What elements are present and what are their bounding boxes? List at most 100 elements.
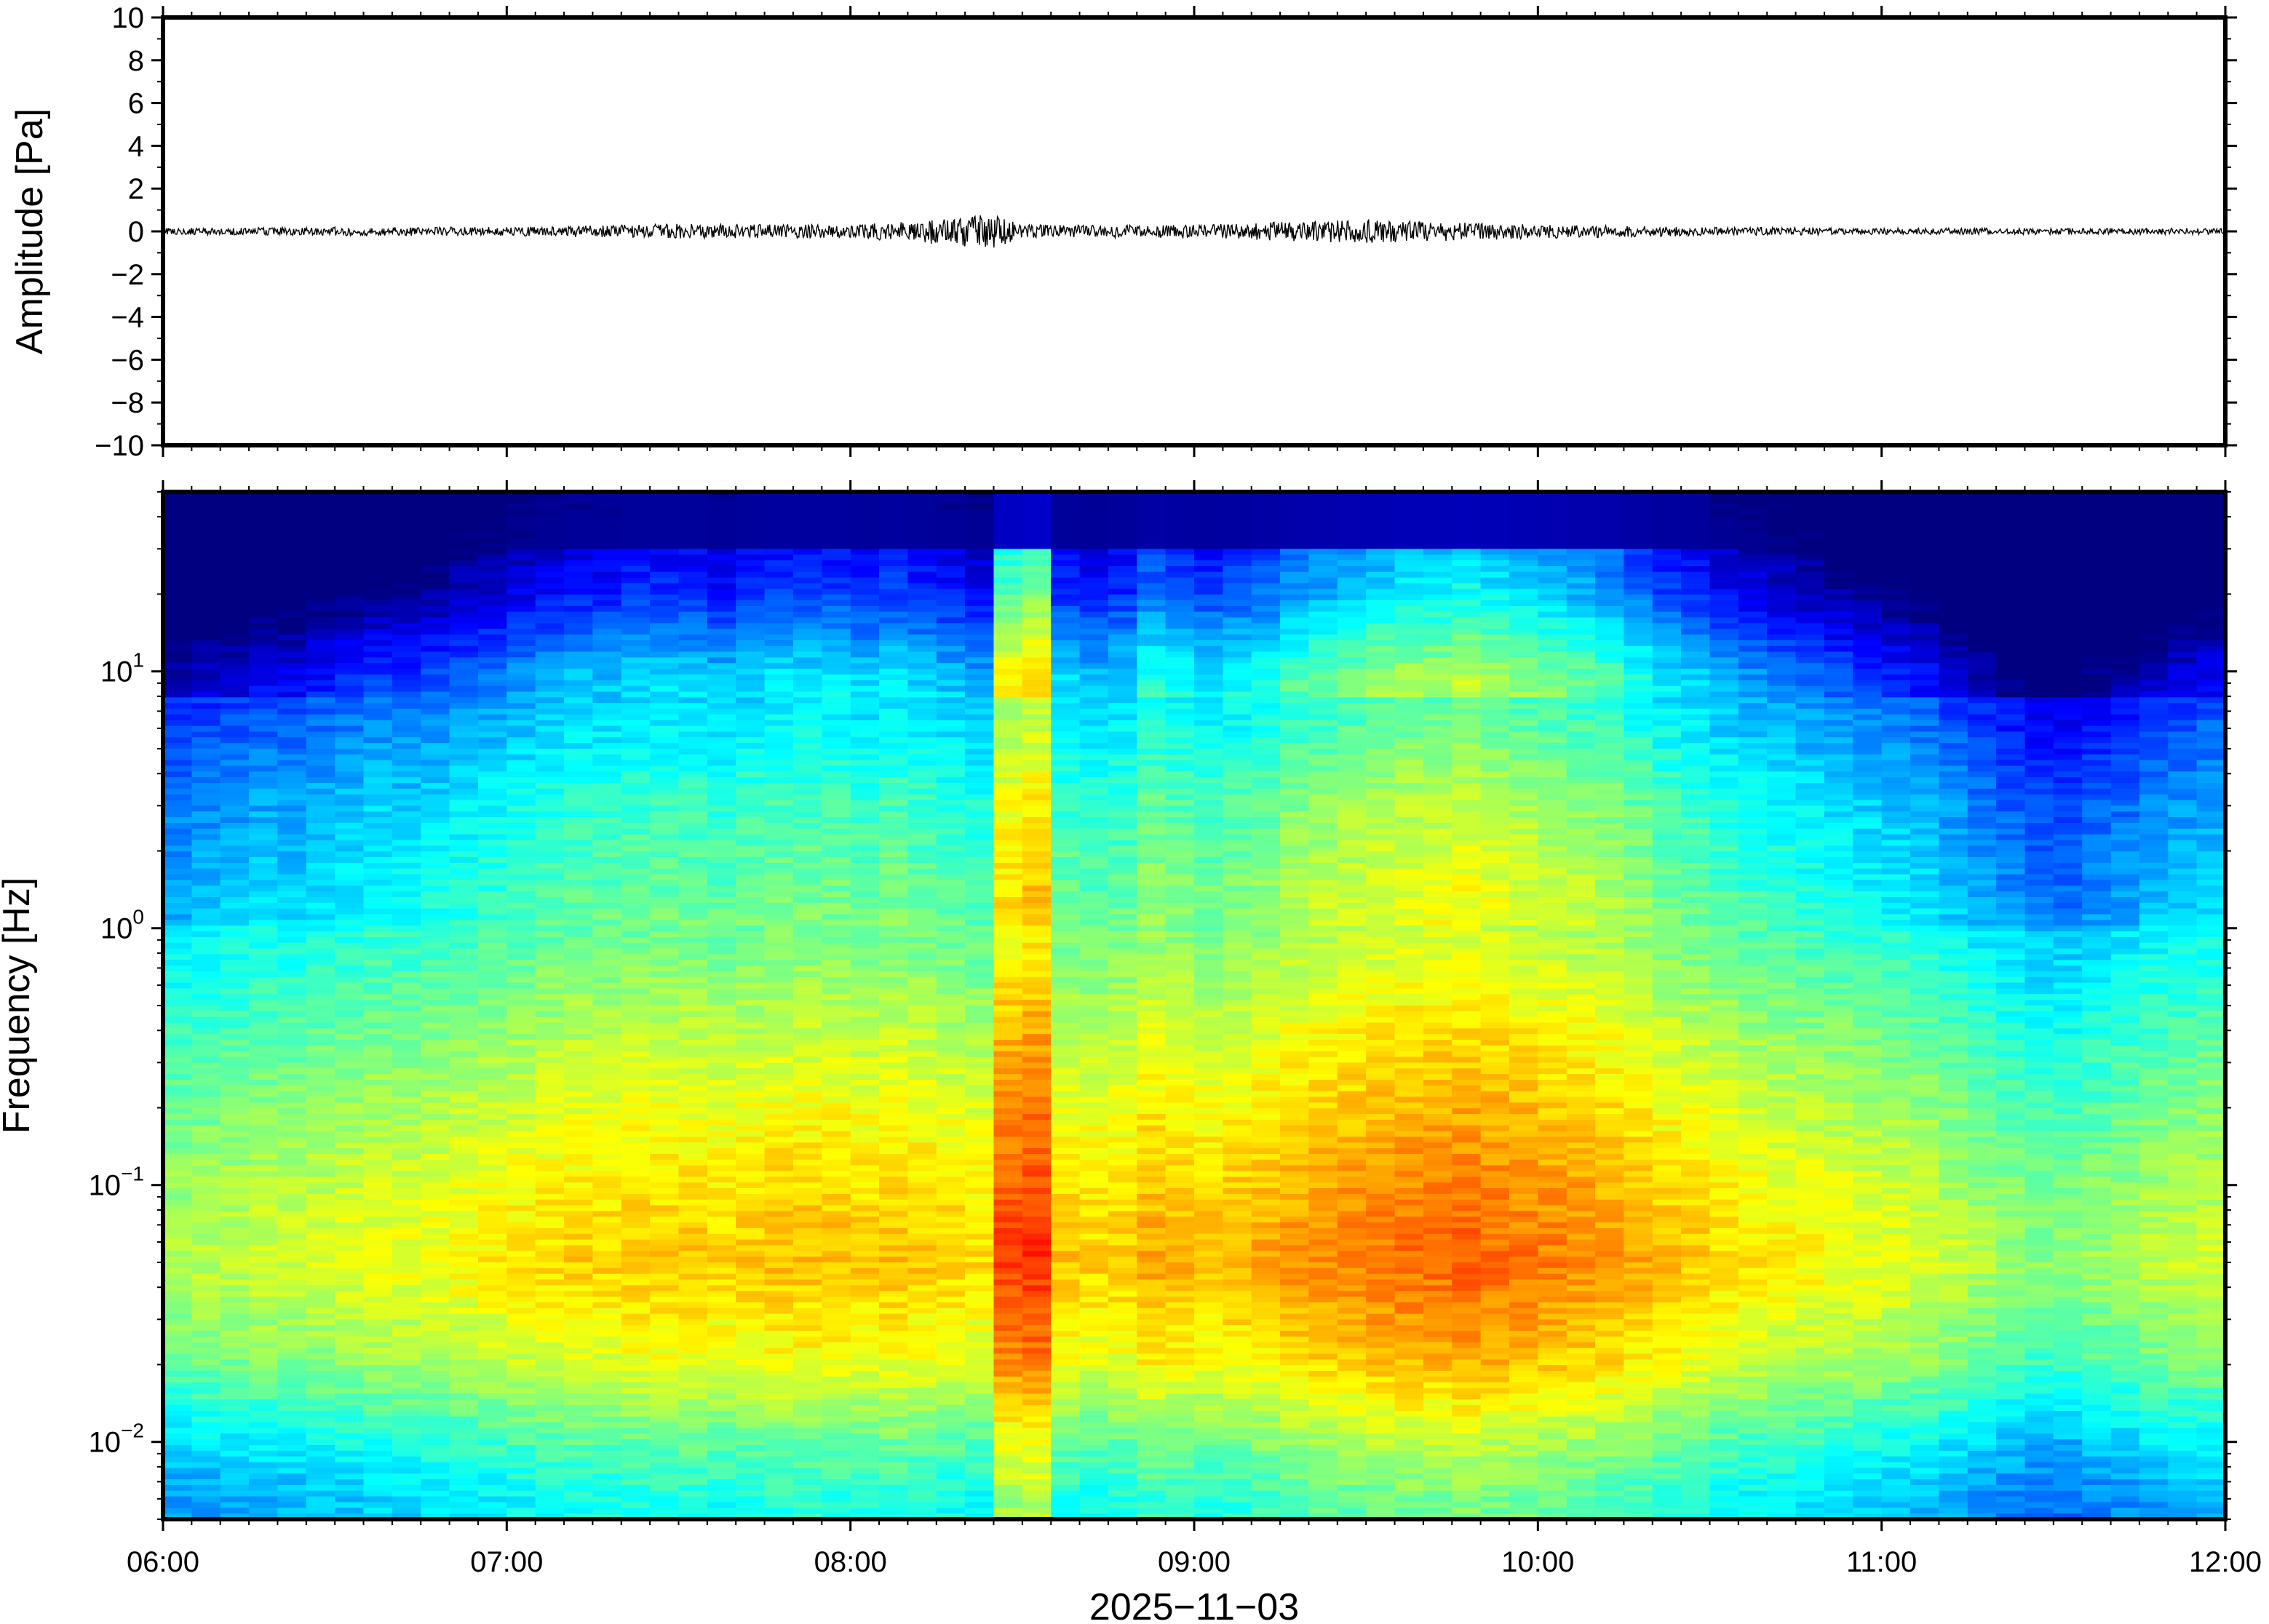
spectrogram-cell <box>220 1217 250 1223</box>
spectrogram-cell <box>879 645 909 653</box>
spectrogram-cell <box>449 623 479 629</box>
spectrogram-cell <box>363 737 393 744</box>
spectrogram-cell <box>678 1479 708 1486</box>
spectrogram-cell <box>449 691 479 698</box>
spectrogram-cell <box>678 1484 708 1492</box>
spectrogram-cell <box>535 749 565 755</box>
spectrogram-cell <box>220 1337 250 1343</box>
spectrogram-cell <box>421 749 450 755</box>
spectrogram-cell <box>363 1508 393 1514</box>
spectrogram-cell <box>764 971 794 978</box>
spectrogram-cell <box>535 1319 565 1326</box>
spectrogram-cell <box>363 874 393 881</box>
spectrogram-cell <box>363 800 393 807</box>
spectrogram-cell <box>163 1502 193 1509</box>
spectrogram-cell <box>163 1245 193 1252</box>
spectrogram-cell <box>879 1114 909 1121</box>
spectrogram-cell <box>822 960 851 966</box>
spectrogram-cell <box>850 777 880 784</box>
spectrogram-cell <box>163 617 193 624</box>
spectrogram-cell <box>220 1297 250 1303</box>
spectrogram-cell <box>764 1365 794 1372</box>
spectrogram-cell <box>449 1302 479 1309</box>
spectrogram-cell <box>249 1211 279 1217</box>
spectrogram-cell <box>822 583 851 590</box>
spectrogram-cell <box>249 823 279 829</box>
spectrogram-cell <box>163 1365 193 1372</box>
spectrogram-cell <box>592 1068 622 1075</box>
spectrogram-cell <box>707 1428 737 1435</box>
spectrogram-cell <box>564 1416 594 1423</box>
spectrogram-cell <box>421 823 450 829</box>
spectrogram-cell <box>392 1193 422 1201</box>
spectrogram-cell <box>707 685 737 693</box>
spectrogram-cell <box>822 1348 851 1355</box>
spectrogram-cell <box>678 1034 708 1040</box>
spectrogram-cell <box>392 685 422 693</box>
spectrogram-cell <box>650 1353 680 1361</box>
spectrogram-cell <box>335 1022 365 1030</box>
spectrogram-cell <box>363 823 393 829</box>
spectrogram-cell <box>191 1119 221 1126</box>
spectrogram-cell <box>277 605 307 613</box>
spectrogram-cell <box>650 1388 680 1395</box>
spectrogram-cell <box>249 1177 279 1183</box>
spectrogram-cell <box>478 1262 508 1269</box>
spectrogram-cell <box>564 629 594 635</box>
spectrogram-cell <box>506 1502 536 1509</box>
spectrogram-cell <box>163 1154 193 1161</box>
spectrogram-cell <box>678 1331 708 1337</box>
spectrogram-cell <box>564 868 594 875</box>
spectrogram-cell <box>764 805 794 812</box>
spectrogram-cell <box>421 754 450 761</box>
spectrogram-cell <box>850 1382 880 1389</box>
spectrogram-cell <box>191 645 221 653</box>
spectrogram-cell <box>335 891 365 898</box>
spectrogram-cell <box>535 691 565 698</box>
spectrogram-cell <box>363 1102 393 1109</box>
spectrogram-cell <box>449 571 479 578</box>
spectrogram-cell <box>506 566 536 573</box>
spectrogram-cell <box>163 737 193 744</box>
spectrogram-cell <box>907 936 937 944</box>
spectrogram-cell <box>564 788 594 795</box>
spectrogram-cell <box>220 605 250 613</box>
spectrogram-cell <box>850 1348 880 1355</box>
spectrogram-cell <box>449 1428 479 1435</box>
spectrogram-cell <box>220 594 250 601</box>
spectrogram-cell <box>363 840 393 847</box>
spectrogram-cell <box>506 714 536 721</box>
spectrogram-cell <box>191 874 221 881</box>
spectrogram-cell <box>163 651 193 658</box>
spectrogram-cell <box>792 605 823 613</box>
spectrogram-cell <box>478 1297 508 1303</box>
spectrogram-cell <box>879 605 909 613</box>
spectrogram-cell <box>306 1085 335 1092</box>
spectrogram-cell <box>191 1137 221 1143</box>
spectrogram-cell <box>506 1313 536 1321</box>
spectrogram-cell <box>621 1233 651 1241</box>
spectrogram-cell <box>478 743 508 749</box>
spectrogram-cell <box>306 1450 335 1457</box>
spectrogram-cell <box>191 765 221 773</box>
spectrogram-cell <box>392 1108 422 1115</box>
spectrogram-cell <box>335 1456 365 1463</box>
spectrogram-cell <box>678 920 708 926</box>
spectrogram-cell <box>306 1433 335 1440</box>
spectrogram-cell <box>592 549 622 555</box>
spectrogram-cell <box>277 1513 307 1519</box>
spectrogram-cell <box>392 1074 422 1080</box>
spectrogram-cell <box>363 691 393 698</box>
spectrogram-cell <box>191 1456 221 1463</box>
spectrogram-cell <box>564 1468 594 1474</box>
spectrogram-cell <box>163 994 193 1000</box>
spectrogram-cell <box>220 926 250 932</box>
spectrogram-cell <box>879 1028 909 1035</box>
spectrogram-cell <box>220 1365 250 1372</box>
spectrogram-cell <box>564 669 594 675</box>
spectrogram-cell <box>191 1022 221 1030</box>
spectrogram-cell <box>564 737 594 744</box>
spectrogram-cell <box>306 966 335 972</box>
spectrogram-cell <box>478 1416 508 1423</box>
spectrogram-cell <box>249 1102 279 1109</box>
